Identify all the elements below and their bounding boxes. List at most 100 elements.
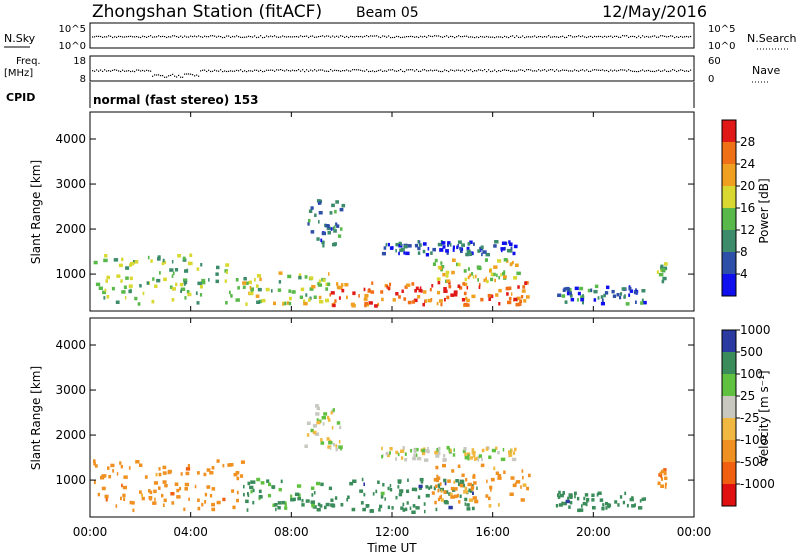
- heatmap-cell: [382, 483, 385, 487]
- noise-point: [452, 36, 454, 38]
- freq-point: [598, 69, 600, 71]
- heatmap-cell: [440, 302, 443, 307]
- noise-right-tick-bottom: 10^0: [708, 41, 735, 52]
- noise-point: [576, 36, 578, 38]
- heatmap-cell: [236, 498, 239, 503]
- colorbar-swatch: [722, 274, 736, 296]
- heatmap-cell: [565, 286, 570, 291]
- heatmap-cell: [467, 275, 470, 280]
- freq-point: [224, 70, 226, 72]
- heatmap-cell: [149, 497, 152, 501]
- heatmap-cell: [377, 302, 380, 307]
- heatmap-cell: [306, 433, 310, 437]
- heatmap-cell: [508, 240, 511, 244]
- heatmap-cell: [524, 281, 527, 285]
- heatmap-cell: [300, 287, 305, 292]
- freq-point: [374, 71, 376, 73]
- heatmap-cell: [447, 446, 449, 450]
- heatmap-cell: [430, 485, 433, 489]
- heatmap-cell: [332, 408, 335, 412]
- freq-point: [140, 70, 142, 72]
- freq-point: [450, 69, 452, 71]
- freq-point: [238, 70, 240, 72]
- heatmap-cell: [215, 272, 219, 276]
- noise-point: [104, 36, 106, 38]
- heatmap-cell: [503, 258, 508, 262]
- freq-point: [166, 76, 168, 78]
- heatmap-cell: [161, 493, 164, 498]
- noise-point: [190, 35, 192, 37]
- heatmap-cell: [400, 506, 404, 510]
- heatmap-cell: [389, 282, 392, 287]
- heatmap-cell: [256, 477, 261, 482]
- heatmap-cell: [197, 471, 200, 475]
- heatmap-cell: [452, 245, 455, 249]
- heatmap-cell: [520, 485, 522, 489]
- heatmap-cell: [607, 503, 610, 507]
- heatmap-cell: [417, 251, 421, 255]
- heatmap-cell: [526, 486, 529, 491]
- heatmap-cell: [320, 482, 324, 487]
- noise-point: [468, 36, 470, 38]
- noise-point: [178, 36, 180, 38]
- heatmap-cell: [467, 454, 470, 458]
- heatmap-cell: [247, 493, 250, 498]
- heatmap-cell: [430, 251, 433, 255]
- heatmap-cell: [439, 299, 443, 303]
- noise-point: [520, 36, 522, 38]
- heatmap-cell: [157, 257, 161, 261]
- heatmap-cell: [154, 284, 158, 288]
- noise-point: [248, 35, 250, 37]
- noise-point: [146, 36, 148, 38]
- heatmap-cell: [338, 440, 341, 444]
- noise-point: [498, 36, 500, 38]
- heatmap-cell: [171, 501, 175, 505]
- noise-point: [150, 35, 152, 37]
- heatmap-cell: [452, 453, 456, 457]
- heatmap-cell: [152, 501, 157, 505]
- heatmap-cell: [566, 291, 571, 296]
- heatmap-cell: [135, 460, 140, 464]
- heatmap-cell: [465, 477, 468, 482]
- noise-point: [378, 36, 380, 38]
- heatmap-cell: [500, 273, 502, 277]
- noise-point: [574, 36, 576, 38]
- noise-point: [270, 35, 272, 37]
- freq-point: [230, 70, 232, 72]
- heatmap-cell: [272, 503, 276, 507]
- heatmap-cell: [512, 260, 514, 265]
- heatmap-cell: [260, 481, 265, 485]
- noise-point: [202, 36, 204, 38]
- heatmap-cell: [199, 285, 203, 289]
- heatmap-cell: [336, 224, 340, 228]
- heatmap-cell: [509, 492, 514, 496]
- noise-point: [524, 37, 526, 39]
- freq-point: [136, 69, 138, 71]
- heatmap-cell: [603, 293, 606, 298]
- colorbar-swatch: [722, 462, 736, 484]
- freq-point: [538, 69, 540, 71]
- heatmap-cell: [177, 254, 181, 258]
- freq-point: [496, 71, 498, 73]
- heatmap-cell: [638, 506, 643, 510]
- heatmap-cell: [201, 278, 206, 283]
- colorbar-swatch: [722, 252, 736, 274]
- noise-point: [532, 36, 534, 38]
- heatmap-cell: [400, 456, 404, 460]
- heatmap-cell: [580, 297, 584, 302]
- heatmap-cell: [305, 499, 310, 503]
- noise-point: [562, 35, 564, 37]
- heatmap-cell: [403, 297, 407, 301]
- freq-point: [652, 70, 654, 72]
- freq-point: [552, 69, 554, 71]
- freq-point: [236, 69, 238, 71]
- noise-trace: [92, 35, 692, 39]
- heatmap-cell: [421, 448, 426, 453]
- heatmap-cell: [105, 279, 108, 283]
- noise-point: [246, 36, 248, 38]
- noise-point: [132, 36, 134, 38]
- noise-point: [234, 36, 236, 38]
- heatmap-cell: [391, 506, 394, 510]
- noise-point: [168, 36, 170, 38]
- colorbar-swatch: [722, 374, 736, 396]
